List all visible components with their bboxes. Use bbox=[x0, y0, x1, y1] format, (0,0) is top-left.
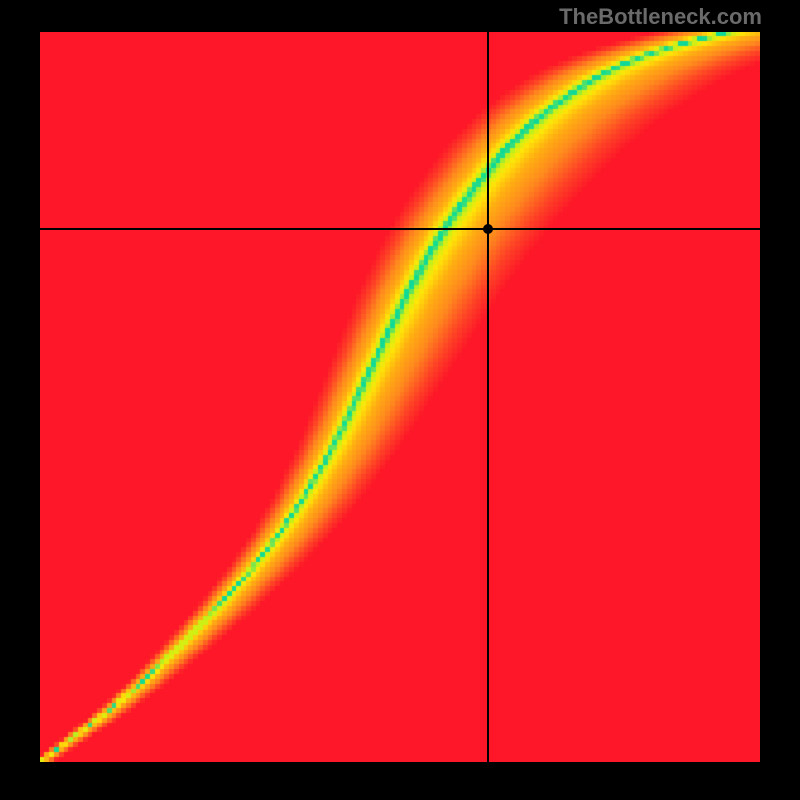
crosshair-horizontal bbox=[40, 228, 760, 230]
crosshair-marker bbox=[483, 224, 493, 234]
crosshair-vertical bbox=[487, 32, 489, 762]
watermark-text: TheBottleneck.com bbox=[559, 4, 762, 30]
chart-container: TheBottleneck.com bbox=[0, 0, 800, 800]
bottleneck-heatmap bbox=[40, 32, 760, 762]
